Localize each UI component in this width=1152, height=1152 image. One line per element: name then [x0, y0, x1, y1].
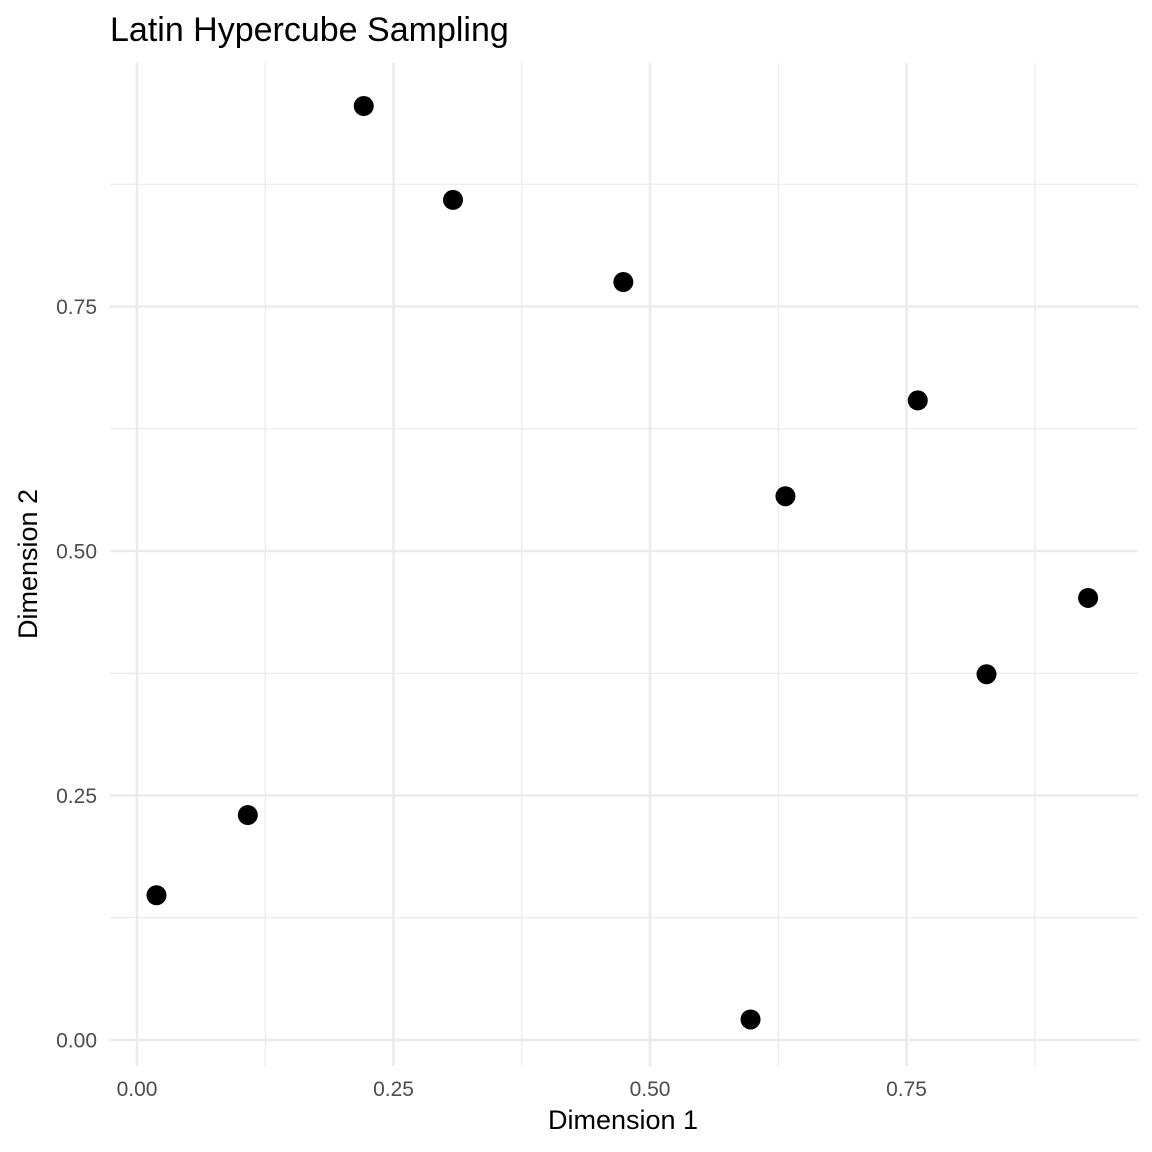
data-point	[613, 272, 634, 293]
data-point	[907, 390, 928, 411]
data-point	[146, 885, 167, 906]
minor-gridlines	[110, 63, 1138, 1066]
y-axis-title: Dimension 2	[13, 489, 43, 639]
y-tick-label: 0.25	[56, 785, 97, 808]
data-point	[775, 486, 796, 507]
major-gridlines	[110, 63, 1138, 1066]
data-point	[976, 664, 997, 685]
y-tick-label: 0.00	[56, 1030, 97, 1053]
x-tick-label: 0.50	[630, 1078, 671, 1101]
data-point	[1078, 587, 1099, 608]
x-tick-label: 0.00	[117, 1078, 158, 1101]
y-tick-label: 0.50	[56, 541, 97, 564]
x-axis-title: Dimension 1	[548, 1105, 698, 1135]
data-point	[353, 96, 374, 117]
y-tick-label: 0.75	[56, 296, 97, 319]
data-points	[146, 96, 1099, 1030]
x-tick-label: 0.75	[886, 1078, 927, 1101]
y-axis-tick-labels: 0.00 0.25 0.50 0.75	[56, 296, 97, 1053]
x-axis-tick-labels: 0.00 0.25 0.50 0.75	[117, 1078, 927, 1101]
chart-title: Latin Hypercube Sampling	[110, 11, 509, 49]
data-point	[443, 189, 464, 210]
data-point	[740, 1009, 761, 1030]
x-tick-label: 0.25	[373, 1078, 414, 1101]
data-point	[237, 805, 258, 826]
